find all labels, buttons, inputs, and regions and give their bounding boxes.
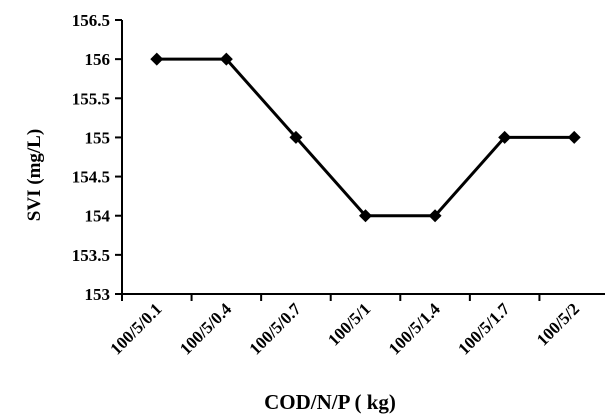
x-tick-label: 100/5/0.1 — [106, 299, 165, 358]
y-tick-label: 154 — [85, 207, 111, 226]
data-point-marker — [428, 209, 442, 223]
x-tick-label: 100/5/1 — [324, 299, 374, 349]
data-point-marker — [289, 130, 303, 144]
y-tick-label: 156 — [85, 50, 111, 69]
x-tick-label: 100/5/0.7 — [246, 299, 306, 359]
data-point-marker — [359, 209, 372, 223]
x-axis: 100/5/0.1 100/5/0.4 100/5/0.7 100/5/1 100/5/… — [106, 293, 605, 359]
x-tick-label: 100/5/0.4 — [176, 299, 236, 359]
x-axis-title: COD/N/P ( kg) — [264, 390, 396, 414]
y-tick-label: 155 — [85, 128, 111, 147]
y-tick-label: 155.5 — [72, 89, 110, 108]
y-axis: 153 153.5 154 154.5 155 155.5 156 156.5 — [72, 11, 123, 304]
y-tick-label: 153 — [85, 285, 111, 304]
x-tick-label: 100/5/2 — [533, 299, 583, 349]
data-point-marker — [567, 130, 581, 144]
data-series — [150, 52, 581, 223]
y-tick-label: 153.5 — [72, 246, 110, 265]
y-tick-label: 154.5 — [72, 168, 110, 187]
y-axis-title: SVI (mg/L) — [24, 129, 45, 221]
data-point-marker — [219, 52, 233, 66]
x-tick-label: 100/5/1.7 — [454, 299, 514, 359]
x-tick-label: 100/5/1.4 — [385, 299, 445, 359]
data-point-marker — [150, 52, 164, 66]
y-tick-label: 156.5 — [72, 11, 110, 30]
series-line — [156, 57, 575, 218]
data-point-marker — [498, 130, 512, 144]
